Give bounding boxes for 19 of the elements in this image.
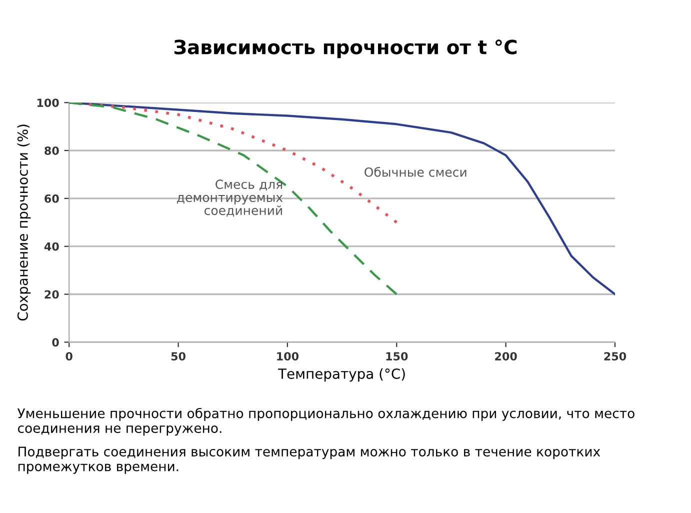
y-tick-label: 80 [44, 146, 59, 155]
y-tick-label: 60 [44, 194, 59, 203]
x-tick-label: 150 [386, 352, 408, 360]
x-tick-label: 250 [604, 352, 626, 360]
y-tick-label: 20 [44, 290, 59, 299]
y-tick-label: 100 [37, 98, 59, 107]
x-axis-title: Температура (°C) [278, 368, 405, 382]
chart-title: Зависимость прочности от t °C [174, 40, 517, 58]
x-tick-label: 100 [277, 352, 299, 360]
x-tick-label: 0 [66, 352, 72, 360]
x-tick-label: 50 [171, 352, 186, 360]
text: Уменьшение прочности обратно пропорционально охлаждению при условии, что место соединения не перегружено. [18, 408, 634, 436]
y-axis-title: Сохранение прочности (%) [17, 124, 31, 321]
y-tick-label: 0 [52, 338, 59, 347]
series-label: Смесь для демонтируемых соединений [177, 180, 283, 217]
text: Подвергать соединения высоким температурам можно только в течение коротких промежутков времени. [18, 446, 600, 474]
x-tick-label: 200 [495, 352, 517, 360]
series-label: Обычные смеси [364, 166, 466, 177]
y-tick-label: 40 [44, 242, 59, 251]
